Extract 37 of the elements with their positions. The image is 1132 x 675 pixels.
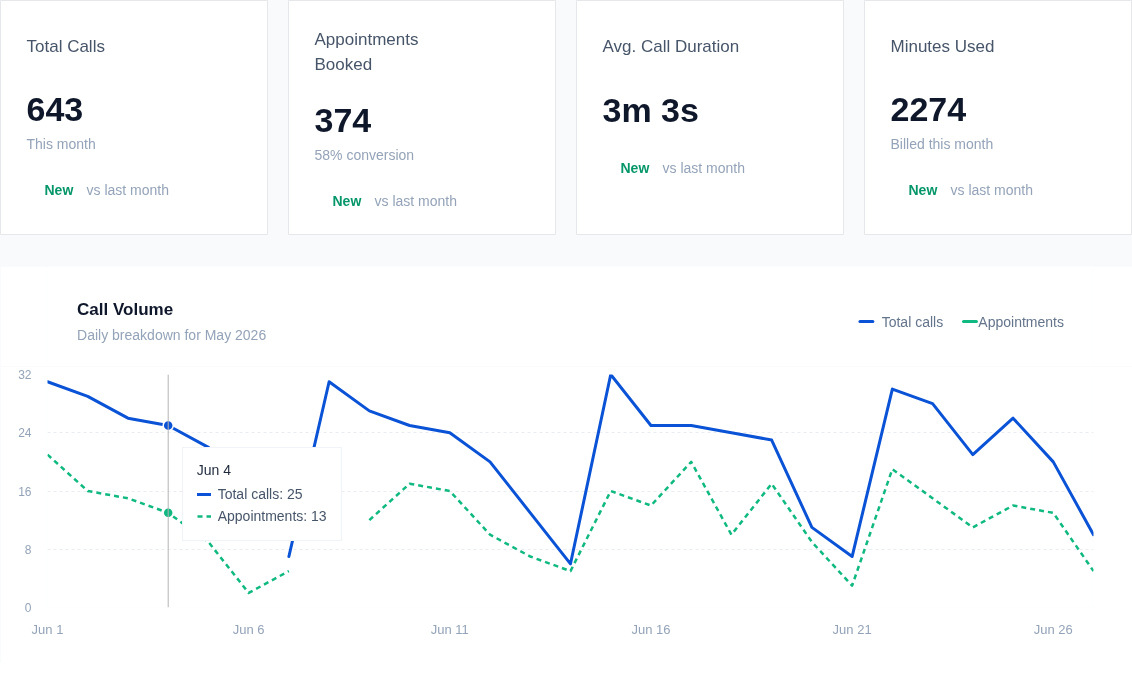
chart-subtitle: Daily breakdown for May 2026: [77, 326, 267, 343]
text: Billed this month: [890, 135, 994, 152]
y-tick-label: 24: [18, 426, 32, 441]
y-tick-label: 32: [18, 368, 32, 382]
text: New: [44, 181, 74, 198]
ref-line-label: Jun 4: [196, 462, 232, 478]
text: Appointments Booked: [314, 30, 419, 74]
text: vs last month: [662, 159, 745, 176]
text: New: [908, 181, 938, 198]
chart-title: Call Volume: [77, 300, 174, 319]
text: 374: [314, 101, 372, 139]
text: Minutes Used: [890, 37, 995, 56]
x-tick-label: Jun 16: [631, 621, 671, 637]
text: vs last month: [86, 181, 169, 198]
text: 58% conversion: [314, 146, 415, 163]
text: vs last month: [950, 181, 1033, 198]
text: Total Calls: [26, 37, 105, 56]
x-tick-label: Jun 1: [31, 621, 64, 637]
annotation: Total calls: 25: [217, 485, 303, 504]
x-tick-label: Jun 26: [1033, 621, 1073, 637]
annotation: Appointments: 13: [217, 507, 327, 526]
y-tick-label: 16: [18, 484, 32, 499]
text: 2274: [890, 90, 967, 128]
x-tick-label: Jun 21: [832, 621, 872, 637]
text: This month: [26, 135, 96, 152]
x-tick-label: Jun 6: [232, 621, 265, 637]
legend-label: Total calls: [881, 313, 944, 330]
x-tick-label: Jun 11: [430, 621, 469, 637]
text: New: [620, 159, 650, 176]
text: New: [332, 192, 362, 209]
text: Avg. Call Duration: [602, 37, 740, 56]
y-tick-label: 8: [24, 542, 32, 557]
legend-label: Appointments: [978, 313, 1064, 330]
y-tick-label: 0: [24, 601, 32, 615]
text: 3m 3s: [602, 90, 699, 129]
text: vs last month: [374, 192, 457, 209]
text: 643: [26, 90, 84, 128]
